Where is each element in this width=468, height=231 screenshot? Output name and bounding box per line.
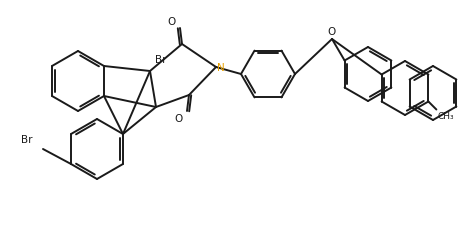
Text: O: O [328,27,336,37]
Text: Br: Br [155,55,167,65]
Text: O: O [175,113,183,123]
Text: CH₃: CH₃ [438,112,454,121]
Text: Br: Br [21,134,32,144]
Text: N: N [217,63,225,73]
Text: O: O [168,17,176,27]
